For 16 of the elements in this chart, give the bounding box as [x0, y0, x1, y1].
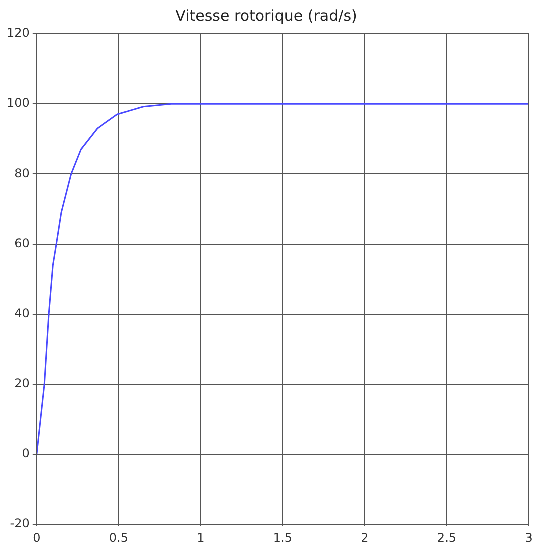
- x-tick-label: 0: [33, 530, 41, 545]
- y-tick-label: 40: [14, 306, 30, 320]
- x-tick-label: 1: [197, 530, 205, 545]
- y-tick-label: -20: [10, 516, 30, 531]
- y-tick-label: 120: [7, 26, 30, 40]
- y-tick-label: 60: [14, 236, 30, 250]
- y-tick-label: 80: [14, 166, 30, 180]
- x-tick-label: 2: [361, 530, 369, 545]
- x-tick-label: 0.5: [109, 530, 128, 545]
- y-tick-label: 0: [22, 446, 30, 461]
- y-tick-label: 20: [14, 376, 30, 391]
- x-tick-label: 1.5: [273, 530, 292, 545]
- y-tick-label: 100: [7, 96, 30, 110]
- chart-title: Vitesse rotorique (rad/s): [176, 6, 358, 25]
- x-tick-label: 3: [525, 530, 533, 545]
- x-tick-label: 2.5: [437, 530, 457, 545]
